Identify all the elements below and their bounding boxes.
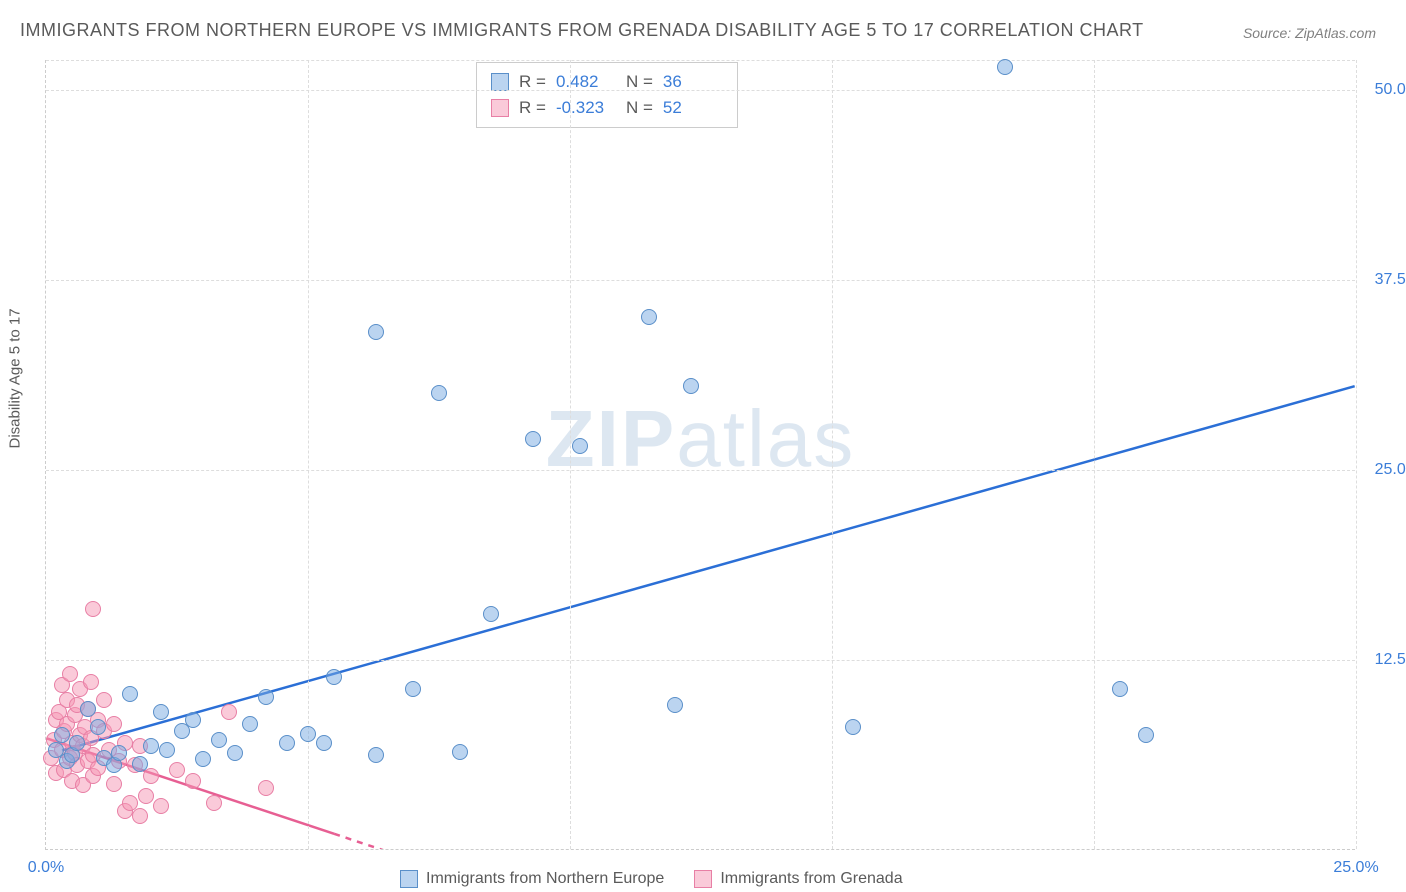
data-point [153, 704, 169, 720]
data-point [316, 735, 332, 751]
r-value: 0.482 [556, 72, 616, 92]
source-credit: Source: ZipAtlas.com [1243, 25, 1376, 41]
y-tick-label: 37.5% [1375, 271, 1406, 289]
gridline-h [46, 660, 1355, 661]
n-value: 52 [663, 98, 723, 118]
legend-label: Immigrants from Grenada [720, 870, 902, 888]
data-point [106, 716, 122, 732]
data-point [431, 385, 447, 401]
data-point [85, 601, 101, 617]
data-point [185, 712, 201, 728]
r-value: -0.323 [556, 98, 616, 118]
data-point [132, 808, 148, 824]
legend-swatch [400, 870, 418, 888]
legend-swatch [694, 870, 712, 888]
y-tick-label: 25.0% [1375, 461, 1406, 479]
data-point [153, 798, 169, 814]
data-point [96, 692, 112, 708]
data-point [132, 756, 148, 772]
data-point [143, 738, 159, 754]
n-value: 36 [663, 72, 723, 92]
data-point [572, 438, 588, 454]
data-point [845, 719, 861, 735]
data-point [667, 697, 683, 713]
legend-swatch [491, 99, 509, 117]
data-point [122, 686, 138, 702]
data-point [452, 744, 468, 760]
data-point [525, 431, 541, 447]
legend-label: Immigrants from Northern Europe [426, 870, 664, 888]
data-point [80, 701, 96, 717]
gridline-v [570, 60, 571, 849]
data-point [221, 704, 237, 720]
data-point [641, 309, 657, 325]
x-tick-label: 0.0% [28, 859, 64, 877]
data-point [258, 689, 274, 705]
gridline-v [1356, 60, 1357, 849]
data-point [69, 735, 85, 751]
chart-title: IMMIGRANTS FROM NORTHERN EUROPE VS IMMIG… [20, 20, 1144, 41]
data-point [326, 669, 342, 685]
data-point [242, 716, 258, 732]
data-point [1112, 681, 1128, 697]
legend-item: Immigrants from Northern Europe [400, 870, 664, 888]
gridline-h [46, 470, 1355, 471]
plot-area: ZIPatlas R =0.482N =36R =-0.323N =52 12.… [45, 60, 1355, 850]
gridline-h [46, 90, 1355, 91]
data-point [997, 59, 1013, 75]
data-point [368, 747, 384, 763]
data-point [300, 726, 316, 742]
data-point [143, 768, 159, 784]
gridline-h [46, 280, 1355, 281]
gridline-v [832, 60, 833, 849]
data-point [683, 378, 699, 394]
data-point [483, 606, 499, 622]
legend-item: Immigrants from Grenada [694, 870, 902, 888]
data-point [227, 745, 243, 761]
data-point [211, 732, 227, 748]
r-label: R = [519, 72, 546, 92]
correlation-row: R = -0.323 N = 52 [491, 95, 723, 121]
data-point [206, 795, 222, 811]
gridline-v [1094, 60, 1095, 849]
data-point [1138, 727, 1154, 743]
data-point [106, 776, 122, 792]
correlation-legend: R = 0.482 N = 36 R = -0.323 N = 52 [476, 62, 738, 128]
gridline-h [46, 60, 1355, 61]
data-point [90, 719, 106, 735]
legend-swatch [491, 73, 509, 91]
data-point [405, 681, 421, 697]
data-point [169, 762, 185, 778]
series-legend: Immigrants from Northern Europe Immigrant… [400, 870, 903, 888]
y-tick-label: 50.0% [1375, 81, 1406, 99]
y-axis-label: Disability Age 5 to 17 [7, 308, 24, 448]
data-point [258, 780, 274, 796]
r-label: R = [519, 98, 546, 118]
data-point [111, 745, 127, 761]
data-point [159, 742, 175, 758]
data-point [279, 735, 295, 751]
data-point [83, 674, 99, 690]
data-point [368, 324, 384, 340]
data-point [62, 666, 78, 682]
data-point [185, 773, 201, 789]
y-tick-label: 12.5% [1375, 651, 1406, 669]
data-point [54, 727, 70, 743]
x-tick-label: 25.0% [1333, 859, 1378, 877]
trend-lines [46, 60, 1355, 849]
data-point [138, 788, 154, 804]
n-label: N = [626, 98, 653, 118]
data-point [195, 751, 211, 767]
n-label: N = [626, 72, 653, 92]
